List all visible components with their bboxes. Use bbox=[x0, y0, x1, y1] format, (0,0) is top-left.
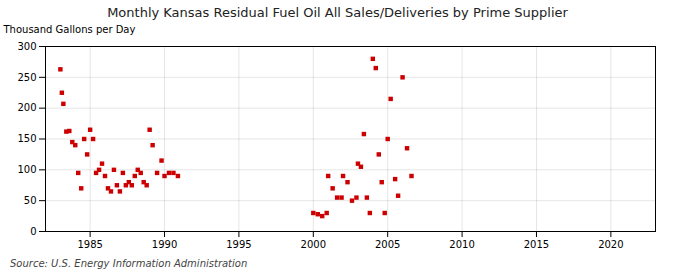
svg-text:1990: 1990 bbox=[152, 239, 177, 250]
html-text:Monthly Kansas Residual Fuel O: Monthly Kansas Residual Fuel Oil All Sal… bbox=[107, 5, 568, 20]
html-text:Source: U.S. Energy Informatio: Source: U.S. Energy Information Administ… bbox=[10, 258, 248, 269]
svg-text:1995: 1995 bbox=[226, 239, 251, 250]
svg-text:150: 150 bbox=[17, 133, 36, 144]
svg-text:300: 300 bbox=[17, 41, 36, 52]
svg-text:1985: 1985 bbox=[77, 239, 102, 250]
svg-text:250: 250 bbox=[17, 72, 36, 83]
svg-text:2000: 2000 bbox=[301, 239, 326, 250]
svg-text:200: 200 bbox=[17, 102, 36, 113]
svg-text:2005: 2005 bbox=[375, 239, 400, 250]
svg-text:2020: 2020 bbox=[598, 239, 623, 250]
svg-text:0: 0 bbox=[30, 226, 36, 237]
svg-text:50: 50 bbox=[24, 195, 37, 206]
svg-text:100: 100 bbox=[17, 164, 36, 175]
svg-text:2010: 2010 bbox=[449, 239, 474, 250]
svg-text:2015: 2015 bbox=[524, 239, 549, 250]
svg-text:Thousand Gallons per Day: Thousand Gallons per Day bbox=[3, 24, 136, 35]
